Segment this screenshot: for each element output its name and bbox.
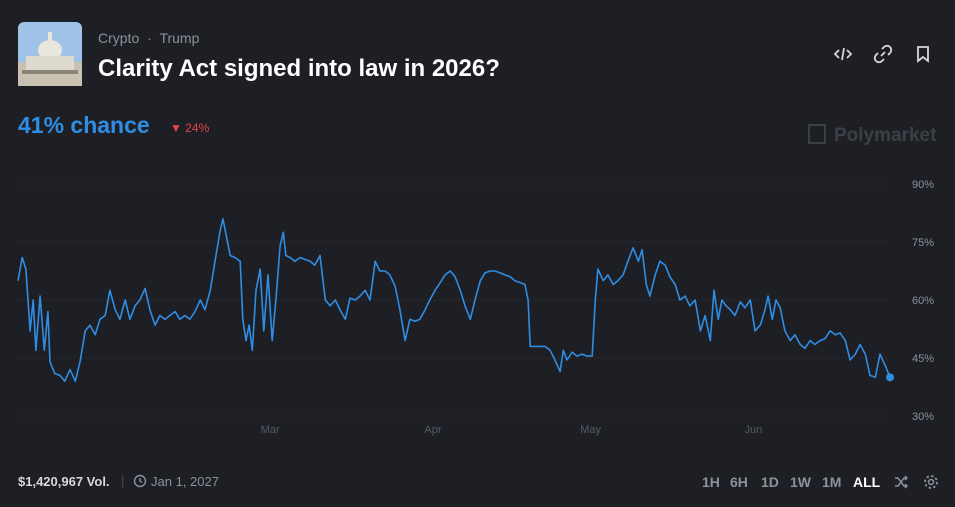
chance: 41% chance [18,112,150,138]
embed-button[interactable] [833,44,853,64]
x-tick-label: Mar [261,424,280,436]
link-button[interactable] [873,44,893,64]
y-tick-label: 60% [912,295,934,307]
y-tick-label: 90% [912,179,934,191]
end-point [886,373,894,382]
bookmark-button[interactable] [913,44,933,64]
brand: Polymarket [834,125,937,146]
category[interactable]: Trump [159,30,200,46]
change-value: 24% [185,121,210,135]
shuffle-button[interactable] [893,474,909,490]
x-tick-label: Jun [745,424,763,436]
divider: | [121,473,125,488]
end-date: Jan 1, 2027 [151,474,219,489]
change: ▼ 24% [170,121,209,135]
range-button[interactable]: ALL [853,474,881,490]
clock-icon [133,474,147,488]
range-button[interactable]: 1H [702,474,720,490]
down-arrow: ▼ [170,121,182,135]
category[interactable]: Crypto [98,30,140,46]
settings-button[interactable] [923,474,939,490]
market-title: Clarity Act signed into law in 2026? [98,55,500,82]
separator: · [147,30,152,46]
x-tick-label: May [580,424,601,436]
volume: $1,420,967 Vol. [18,474,110,489]
watermark: Polymarket [808,124,936,147]
breadcrumb: Crypto · Trump [98,30,199,46]
x-tick-label: Apr [424,424,441,436]
range-button[interactable]: 1D [761,474,779,490]
y-tick-label: 30% [912,411,934,423]
y-tick-label: 75% [912,237,934,249]
range-button[interactable]: 6H [730,474,748,490]
range-button[interactable]: 1W [790,474,811,490]
market-image [18,22,82,86]
range-button[interactable]: 1M [822,474,842,490]
y-tick-label: 45% [912,353,934,365]
logo [808,124,826,144]
price-line [17,218,891,382]
